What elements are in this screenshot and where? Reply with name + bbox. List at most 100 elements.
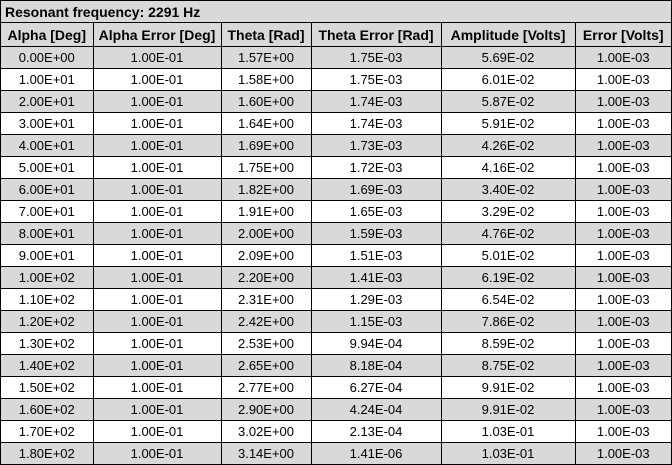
cell-theta-error[interactable]: 1.75E-03 [310, 46, 442, 69]
cell-theta-error[interactable]: 1.41E-06 [310, 442, 442, 464]
cell-alpha[interactable]: 1.60E+02 [1, 398, 94, 421]
cell-theta[interactable]: 2.53E+00 [220, 332, 312, 355]
cell-theta[interactable]: 1.60E+00 [220, 90, 312, 113]
cell-alpha-error[interactable]: 1.00E-01 [92, 442, 222, 464]
cell-theta-error[interactable]: 1.69E-03 [310, 178, 442, 201]
cell-alpha-error[interactable]: 1.00E-01 [92, 354, 222, 377]
cell-alpha[interactable]: 6.00E+01 [1, 178, 94, 201]
cell-amplitude[interactable]: 4.26E-02 [440, 134, 576, 157]
cell-amplitude[interactable]: 3.40E-02 [440, 178, 576, 201]
cell-error[interactable]: 1.00E-03 [574, 332, 671, 355]
cell-alpha[interactable]: 1.40E+02 [1, 354, 94, 377]
cell-alpha[interactable]: 5.00E+01 [1, 156, 94, 179]
cell-theta[interactable]: 3.14E+00 [220, 442, 312, 464]
cell-error[interactable]: 1.00E-03 [574, 244, 671, 267]
cell-theta[interactable]: 1.58E+00 [220, 68, 312, 91]
cell-error[interactable]: 1.00E-03 [574, 266, 671, 289]
cell-error[interactable]: 1.00E-03 [574, 354, 671, 377]
header-amplitude[interactable]: Amplitude [Volts] [440, 23, 576, 47]
cell-theta[interactable]: 2.77E+00 [220, 376, 312, 399]
cell-theta[interactable]: 1.82E+00 [220, 178, 312, 201]
cell-alpha[interactable]: 1.70E+02 [1, 420, 94, 443]
cell-theta-error[interactable]: 1.74E-03 [310, 90, 442, 113]
cell-alpha[interactable]: 1.80E+02 [1, 442, 94, 464]
cell-alpha[interactable]: 1.00E+01 [1, 68, 94, 91]
cell-alpha-error[interactable]: 1.00E-01 [92, 420, 222, 443]
cell-theta[interactable]: 1.64E+00 [220, 112, 312, 135]
cell-error[interactable]: 1.00E-03 [574, 222, 671, 245]
cell-alpha[interactable]: 0.00E+00 [1, 46, 94, 69]
cell-theta-error[interactable]: 1.51E-03 [310, 244, 442, 267]
cell-alpha-error[interactable]: 1.00E-01 [92, 288, 222, 311]
cell-error[interactable]: 1.00E-03 [574, 112, 671, 135]
cell-theta-error[interactable]: 8.18E-04 [310, 354, 442, 377]
cell-alpha-error[interactable]: 1.00E-01 [92, 376, 222, 399]
cell-error[interactable]: 1.00E-03 [574, 68, 671, 91]
cell-alpha-error[interactable]: 1.00E-01 [92, 156, 222, 179]
cell-amplitude[interactable]: 5.01E-02 [440, 244, 576, 267]
cell-error[interactable]: 1.00E-03 [574, 156, 671, 179]
cell-theta-error[interactable]: 9.94E-04 [310, 332, 442, 355]
cell-theta[interactable]: 2.90E+00 [220, 398, 312, 421]
cell-error[interactable]: 1.00E-03 [574, 398, 671, 421]
cell-alpha-error[interactable]: 1.00E-01 [92, 46, 222, 69]
cell-error[interactable]: 1.00E-03 [574, 288, 671, 311]
cell-error[interactable]: 1.00E-03 [574, 46, 671, 69]
cell-amplitude[interactable]: 7.86E-02 [440, 310, 576, 333]
cell-error[interactable]: 1.00E-03 [574, 134, 671, 157]
cell-theta[interactable]: 1.57E+00 [220, 46, 312, 69]
cell-alpha-error[interactable]: 1.00E-01 [92, 134, 222, 157]
header-error[interactable]: Error [Volts] [574, 23, 671, 47]
cell-error[interactable]: 1.00E-03 [574, 178, 671, 201]
cell-alpha-error[interactable]: 1.00E-01 [92, 68, 222, 91]
cell-alpha[interactable]: 9.00E+01 [1, 244, 94, 267]
cell-alpha[interactable]: 8.00E+01 [1, 222, 94, 245]
cell-alpha-error[interactable]: 1.00E-01 [92, 310, 222, 333]
cell-amplitude[interactable]: 8.75E-02 [440, 354, 576, 377]
cell-alpha-error[interactable]: 1.00E-01 [92, 332, 222, 355]
header-alpha-error[interactable]: Alpha Error [Deg] [92, 23, 222, 47]
cell-amplitude[interactable]: 9.91E-02 [440, 376, 576, 399]
cell-alpha-error[interactable]: 1.00E-01 [92, 266, 222, 289]
cell-amplitude[interactable]: 6.01E-02 [440, 68, 576, 91]
cell-alpha-error[interactable]: 1.00E-01 [92, 200, 222, 223]
cell-error[interactable]: 1.00E-03 [574, 200, 671, 223]
cell-alpha-error[interactable]: 1.00E-01 [92, 222, 222, 245]
cell-theta[interactable]: 2.42E+00 [220, 310, 312, 333]
cell-theta-error[interactable]: 1.15E-03 [310, 310, 442, 333]
header-theta-error[interactable]: Theta Error [Rad] [310, 23, 442, 47]
cell-alpha[interactable]: 1.50E+02 [1, 376, 94, 399]
cell-amplitude[interactable]: 9.91E-02 [440, 398, 576, 421]
cell-theta-error[interactable]: 1.74E-03 [310, 112, 442, 135]
cell-alpha[interactable]: 3.00E+01 [1, 112, 94, 135]
cell-amplitude[interactable]: 5.91E-02 [440, 112, 576, 135]
cell-theta[interactable]: 2.00E+00 [220, 222, 312, 245]
cell-alpha-error[interactable]: 1.00E-01 [92, 244, 222, 267]
cell-theta-error[interactable]: 2.13E-04 [310, 420, 442, 443]
cell-alpha-error[interactable]: 1.00E-01 [92, 90, 222, 113]
cell-alpha[interactable]: 1.00E+02 [1, 266, 94, 289]
cell-theta[interactable]: 3.02E+00 [220, 420, 312, 443]
cell-error[interactable]: 1.00E-03 [574, 442, 671, 464]
cell-amplitude[interactable]: 3.29E-02 [440, 200, 576, 223]
cell-theta-error[interactable]: 1.59E-03 [310, 222, 442, 245]
cell-theta-error[interactable]: 4.24E-04 [310, 398, 442, 421]
cell-theta[interactable]: 2.09E+00 [220, 244, 312, 267]
cell-theta-error[interactable]: 1.29E-03 [310, 288, 442, 311]
cell-theta-error[interactable]: 1.65E-03 [310, 200, 442, 223]
cell-theta[interactable]: 2.20E+00 [220, 266, 312, 289]
cell-theta-error[interactable]: 6.27E-04 [310, 376, 442, 399]
cell-alpha-error[interactable]: 1.00E-01 [92, 112, 222, 135]
cell-theta[interactable]: 2.65E+00 [220, 354, 312, 377]
cell-error[interactable]: 1.00E-03 [574, 420, 671, 443]
cell-theta-error[interactable]: 1.75E-03 [310, 68, 442, 91]
cell-alpha[interactable]: 2.00E+01 [1, 90, 94, 113]
cell-theta-error[interactable]: 1.41E-03 [310, 266, 442, 289]
header-theta[interactable]: Theta [Rad] [220, 23, 312, 47]
cell-alpha[interactable]: 7.00E+01 [1, 200, 94, 223]
cell-amplitude[interactable]: 4.16E-02 [440, 156, 576, 179]
header-alpha[interactable]: Alpha [Deg] [1, 23, 94, 47]
cell-error[interactable]: 1.00E-03 [574, 376, 671, 399]
cell-theta-error[interactable]: 1.73E-03 [310, 134, 442, 157]
cell-amplitude[interactable]: 5.69E-02 [440, 46, 576, 69]
